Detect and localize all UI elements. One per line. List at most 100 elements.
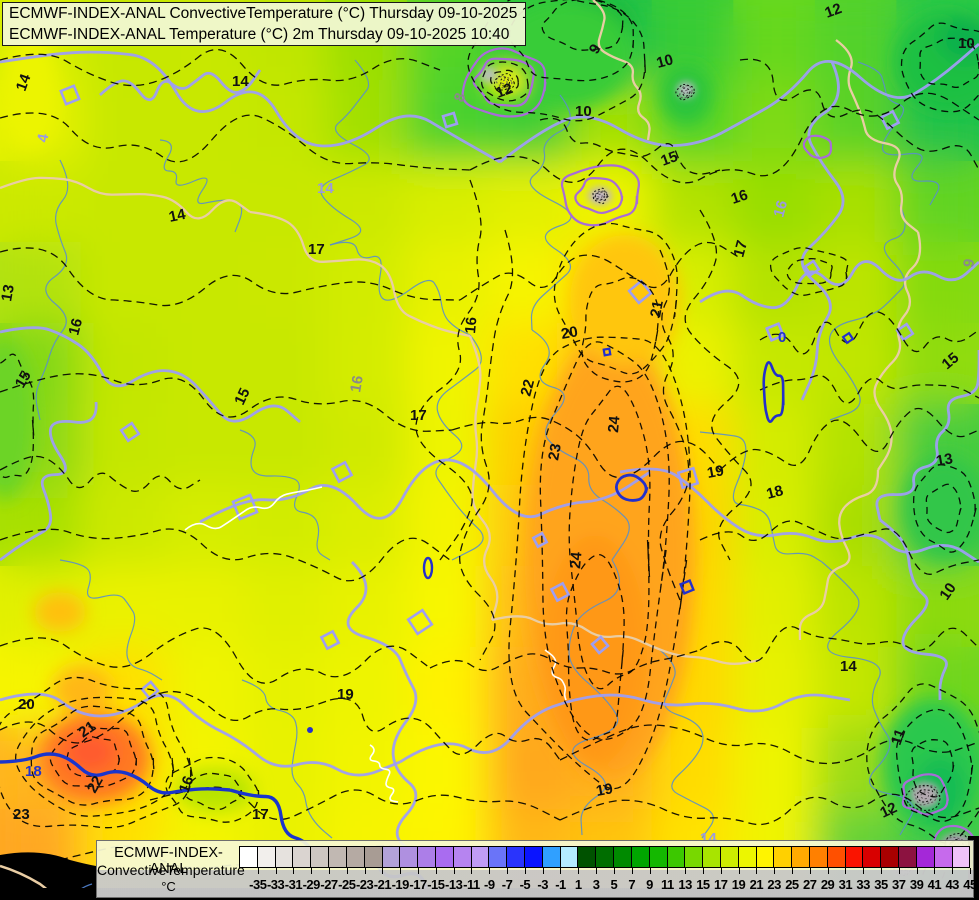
colorbar-tick-label: -15 (427, 877, 445, 892)
colorbar-cell (613, 846, 632, 868)
colorbar-cell (666, 846, 686, 868)
colorbar-tick (649, 868, 651, 874)
colorbar-tick (827, 868, 829, 874)
colorbar-cell (381, 846, 401, 868)
contour-label: 24 (567, 551, 585, 570)
colorbar-cell (684, 846, 704, 868)
colorbar-tick (435, 868, 437, 874)
colorbar-tick (774, 868, 776, 874)
colorbar-cell (363, 846, 383, 868)
colorbar-tick (916, 868, 918, 874)
colorbar-tick-label: 15 (696, 877, 710, 892)
colorbar-tick (898, 868, 900, 874)
contour-label: 17 (252, 806, 269, 823)
contour-label: 15 (231, 385, 253, 407)
legend-field: ConvectiveTemperature (97, 862, 245, 878)
colorbar-tick-label: 3 (592, 877, 600, 892)
contour-label: 14 (317, 180, 334, 197)
contour-label: 15 (12, 368, 35, 391)
contour-label: 16 (176, 774, 198, 795)
contour-label: 14 (13, 71, 35, 93)
colorbar-cell (630, 846, 650, 868)
colorbar-tick-label: 21 (749, 877, 764, 892)
colorbar-tick-label: 43 (945, 877, 959, 892)
colorbar-tick-label: -29 (302, 877, 321, 892)
legend-product: ECMWF-INDEX-ANAL (114, 845, 223, 877)
colorbar-tick-label: 33 (856, 877, 870, 892)
contour-label: 11 (888, 727, 909, 748)
contour-label: 23 (545, 442, 565, 461)
colorbar-cell (506, 846, 525, 868)
legend-tick-labels: -35 -33 -31 -29 -27 -25 -23 -21 -19 -17 -15 -13 -11-… (240, 868, 977, 896)
colorbar-cell (345, 846, 365, 868)
colorbar-tick (952, 868, 954, 874)
colorbar-tick (560, 868, 562, 874)
colorbar-tick (685, 868, 687, 874)
colorbar-cell (702, 846, 721, 868)
colorbar-tick-label: 9 (646, 877, 653, 892)
colorbar-tick-label: 1 (574, 877, 582, 892)
colorbar-tick (738, 868, 740, 874)
colorbar-cell (524, 846, 543, 868)
colorbar-tick (453, 868, 455, 874)
colorbar-tick (809, 868, 811, 874)
colorbar-tick (329, 868, 331, 874)
colorbar-tick (311, 868, 313, 874)
colorbar-cell (310, 846, 330, 868)
colorbar-cell (862, 846, 882, 868)
contour-label: 22 (84, 773, 107, 796)
colorbar-tick (418, 868, 420, 874)
colorbar-tick-label: 39 (909, 877, 924, 892)
colorbar-cell (648, 846, 668, 868)
contour-label: 10 (936, 580, 959, 603)
colorbar-tick-label: -5 (519, 877, 531, 892)
colorbar-tick (471, 868, 473, 874)
contour-label: 19 (706, 462, 725, 482)
colorbar-tick-label: -11 (463, 877, 480, 892)
colorbar-tick-label: 25 (785, 877, 799, 892)
colorbar-tick-label: -1 (555, 877, 566, 892)
colorbar-cell (470, 846, 490, 868)
colorbar-tick-label: 13 (678, 877, 692, 892)
colorbar-cell (791, 846, 810, 868)
colorbar-tick-label: 41 (927, 877, 942, 892)
colorbar-cell (719, 846, 739, 868)
contour-label: 10 (958, 35, 975, 52)
contour-label: 4 (34, 132, 52, 144)
contour-label: 16 (770, 199, 791, 220)
colorbar-tick-label: -9 (483, 877, 495, 892)
colorbar-cell (595, 846, 615, 868)
contour-label: 17 (410, 407, 427, 424)
colorbar-cell (328, 846, 347, 868)
colorbar-cell (809, 846, 828, 868)
contour-label: 13 (0, 283, 18, 302)
contour-label: 21 (76, 718, 99, 741)
contour-label: 16 (347, 374, 367, 393)
colorbar-tick (364, 868, 366, 874)
legend: ECMWF-INDEX-ANAL ConvectiveTemperature °… (96, 840, 977, 898)
contour-label: 19 (337, 686, 354, 703)
colorbar-cell (898, 846, 917, 868)
colorbar-cell (737, 846, 757, 868)
colorbar-tick-label: 17 (713, 877, 728, 892)
colorbar-cell (951, 846, 971, 868)
colorbar-tick (346, 868, 348, 874)
colorbar-cell (274, 846, 294, 868)
contour-label: 18 (25, 763, 42, 780)
contour-label: 14 (167, 206, 187, 226)
colorbar-cell (292, 846, 312, 868)
colorbar-tick (863, 868, 865, 874)
contour-label: 16 (729, 186, 750, 207)
colorbar-tick-label: 19 (731, 877, 746, 892)
colorbar-tick-label: -19 (391, 877, 410, 892)
colorbar-cell (541, 846, 561, 868)
colorbar-tick (507, 868, 509, 874)
colorbar-cell (844, 846, 864, 868)
map-title-line1: ECMWF-INDEX-ANAL ConvectiveTemperature (… (9, 5, 526, 22)
colorbar-cell (488, 846, 508, 868)
colorbar-tick-label: -3 (537, 877, 548, 892)
contour-label: 15 (659, 148, 680, 170)
contour-label: 12 (823, 0, 844, 22)
contour-label: 24 (605, 415, 623, 434)
